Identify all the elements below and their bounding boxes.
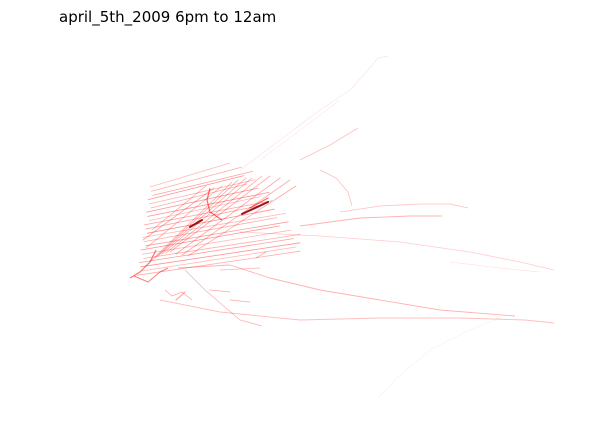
route-trace [340, 204, 468, 212]
route-trace [185, 270, 262, 326]
route-trace [260, 100, 340, 160]
route-trace [176, 292, 185, 300]
route-trace [240, 232, 554, 270]
route-trace [165, 290, 192, 300]
route-trace [300, 216, 442, 226]
route-trace [378, 318, 500, 398]
route-trace [230, 300, 250, 302]
route-trace [160, 300, 554, 323]
route-trace [210, 290, 230, 292]
route-trace [300, 128, 358, 160]
route-trace [178, 265, 515, 316]
street-trace [150, 163, 230, 187]
route-trace [320, 170, 352, 206]
